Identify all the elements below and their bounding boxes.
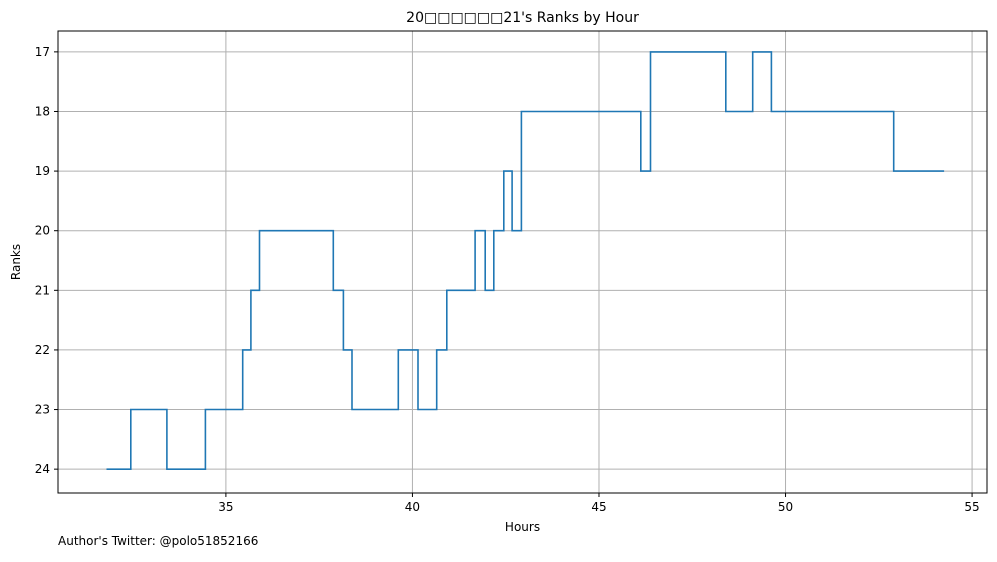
x-tick-label: 35 [218,500,233,514]
plot-frame [57,30,988,494]
x-tick-label: 55 [964,500,979,514]
y-axis-label: Ranks [9,244,23,280]
y-tick-label: 19 [35,164,50,178]
series-layer [106,51,945,470]
x-axis-label: Hours [505,520,540,534]
y-tick-label: 18 [35,104,50,118]
y-tick-label: 17 [35,45,50,59]
y-tick-label: 24 [35,462,50,476]
y-tick-label: 23 [35,403,50,417]
x-tick-label: 50 [778,500,793,514]
rank-series-line [106,51,945,470]
x-tick-label: 45 [591,500,606,514]
y-tick-label: 22 [35,343,50,357]
x-tick-label: 40 [405,500,420,514]
author-credit: Author's Twitter: @polo51852166 [58,534,259,548]
ticks: 35 40 45 50 55 17 18 19 20 21 22 23 24 [35,45,980,514]
grid [58,31,987,493]
y-tick-label: 20 [35,224,50,238]
y-tick-label: 21 [35,283,50,297]
chart-title: 20□□□□□□21's Ranks by Hour [406,10,639,26]
